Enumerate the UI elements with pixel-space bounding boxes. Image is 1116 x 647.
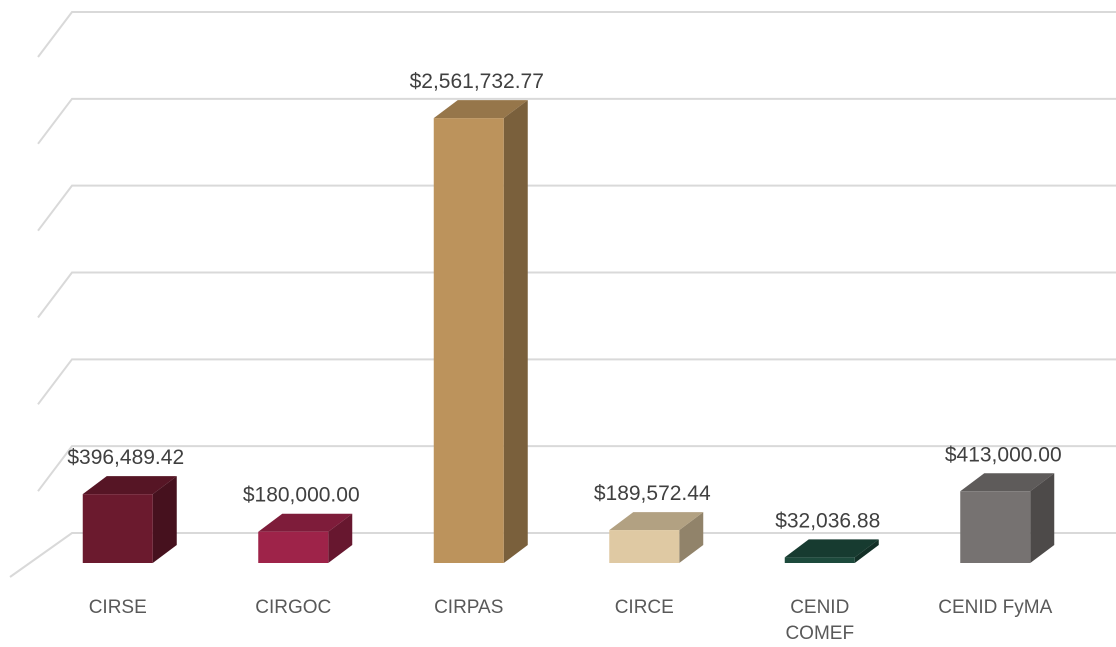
bar (960, 491, 1031, 563)
bar (258, 531, 329, 563)
bar-top (960, 473, 1055, 492)
bar-side (152, 476, 177, 563)
bar-top (258, 513, 353, 532)
data-label: $396,489.42 (67, 446, 184, 469)
bar-side (1030, 473, 1055, 563)
grid-line (9, 532, 1116, 578)
data-label: $180,000.00 (243, 484, 360, 507)
grid-line (37, 445, 1116, 492)
data-label: $2,561,732.77 (410, 70, 544, 93)
x-tick-label: CIRPAS (434, 597, 504, 618)
bar (609, 530, 680, 563)
data-label: $413,000.00 (945, 443, 1062, 466)
bar-side (854, 539, 879, 563)
grid-line (37, 358, 1116, 405)
x-tick-label: CENID COMEF (785, 597, 855, 644)
x-tick-label: CIRSE (88, 597, 147, 618)
x-tick-label: CIRGOC (255, 597, 332, 618)
grid-line (37, 184, 1116, 232)
bar (433, 118, 504, 563)
bar (784, 557, 855, 563)
bar-side (503, 100, 528, 563)
x-tick-label: CENID FyMA (938, 597, 1053, 618)
bar-top (784, 539, 879, 558)
data-label: $32,036.88 (775, 509, 880, 532)
grid-line (37, 271, 1116, 319)
bar-top (433, 100, 528, 119)
data-label: $189,572.44 (594, 482, 711, 505)
grid-line (37, 97, 1116, 145)
bar-top (82, 476, 177, 495)
bar-top (609, 512, 704, 531)
bar-side (679, 512, 704, 563)
grid-line (37, 11, 1116, 58)
bar (82, 494, 153, 563)
bar-side (328, 513, 353, 563)
x-tick-label: CIRCE (614, 597, 674, 618)
